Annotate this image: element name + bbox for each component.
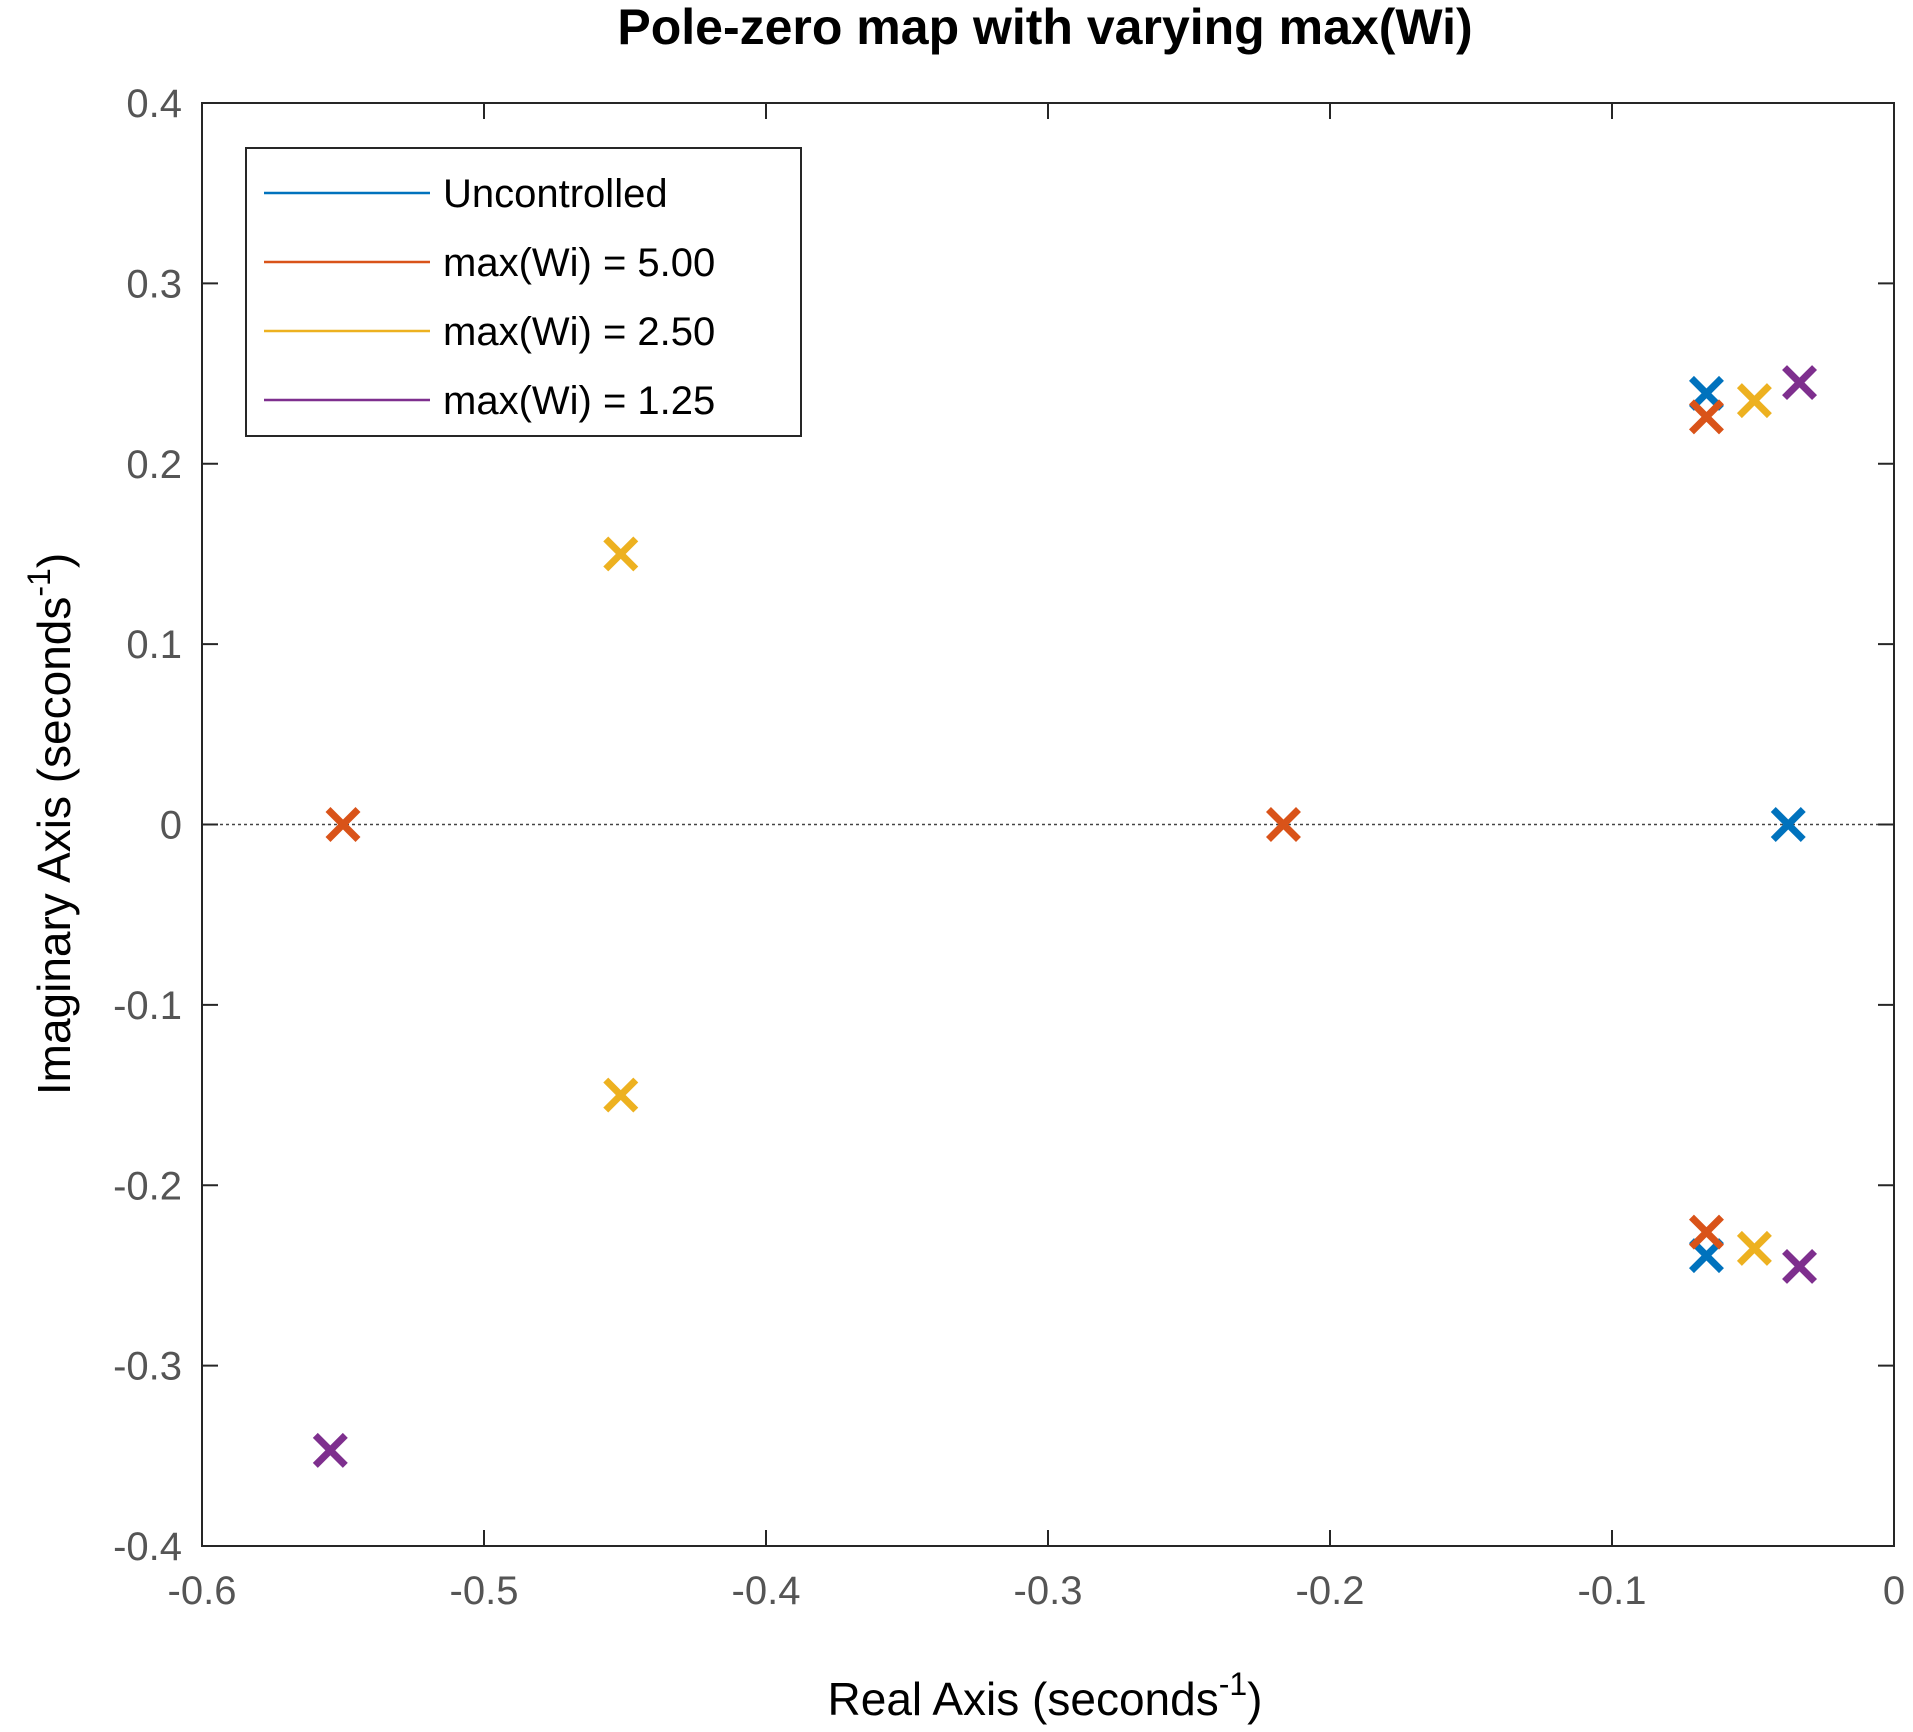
legend-label: max(Wi) = 1.25 (443, 379, 715, 423)
x-tick-label: -0.6 (168, 1569, 237, 1613)
x-tick-label: -0.1 (1578, 1569, 1647, 1613)
legend-label: Uncontrolled (443, 172, 668, 216)
x-tick-label: -0.2 (1296, 1569, 1365, 1613)
pole-marker (1770, 807, 1806, 842)
legend-label: max(Wi) = 5.00 (443, 241, 715, 285)
y-tick-labels: 0.4 0.3 0.2 0.1 0 -0.1 -0.2 -0.3 -0.4 (113, 82, 182, 1569)
y-tick-label: -0.4 (113, 1525, 182, 1569)
y-tick-label: 0.3 (126, 262, 182, 306)
pole-marker (603, 536, 639, 572)
pole-marker (1736, 1230, 1772, 1266)
y-tick-label: -0.3 (113, 1345, 182, 1389)
x-tick-label: -0.5 (450, 1569, 519, 1613)
pole-marker (1736, 383, 1772, 419)
y-tick-label: -0.2 (113, 1164, 182, 1208)
y-axis-title: Imaginary Axis (seconds-1) (21, 553, 80, 1095)
pole-marker (603, 1077, 639, 1113)
y-tick-label: 0 (160, 804, 182, 848)
pole-marker (325, 807, 361, 842)
x-tick-labels: -0.6 -0.5 -0.4 -0.3 -0.2 -0.1 0 (168, 1569, 1906, 1613)
pole-marker (1688, 1214, 1724, 1250)
chart-title: Pole-zero map with varying max(Wi) (617, 0, 1472, 55)
legend-entries: Uncontrolled max(Wi) = 5.00 max(Wi) = 2.50… (264, 172, 715, 423)
y-tick-label: 0.2 (126, 443, 182, 487)
pole-marker (1688, 399, 1724, 435)
x-tick-label: -0.3 (1014, 1569, 1083, 1613)
y-tick-label: -0.1 (113, 984, 182, 1028)
plot-frame (201, 102, 1895, 1547)
legend: Uncontrolled max(Wi) = 5.00 max(Wi) = 2.50… (245, 147, 802, 437)
legend-box (245, 147, 802, 437)
pole-marker (1782, 365, 1818, 401)
pole-marker (1782, 1248, 1818, 1284)
pole-marker (1265, 807, 1301, 842)
x-axis-title: Real Axis (seconds-1) (828, 1666, 1263, 1725)
x-tick-label: 0 (1883, 1569, 1905, 1613)
x-tick-label: -0.4 (732, 1569, 801, 1613)
pole-marker (312, 1432, 348, 1468)
y-tick-label: 0.4 (126, 82, 182, 126)
data-markers (312, 365, 1818, 1468)
y-tick-label: 0.1 (126, 623, 182, 667)
legend-label: max(Wi) = 2.50 (443, 310, 715, 354)
